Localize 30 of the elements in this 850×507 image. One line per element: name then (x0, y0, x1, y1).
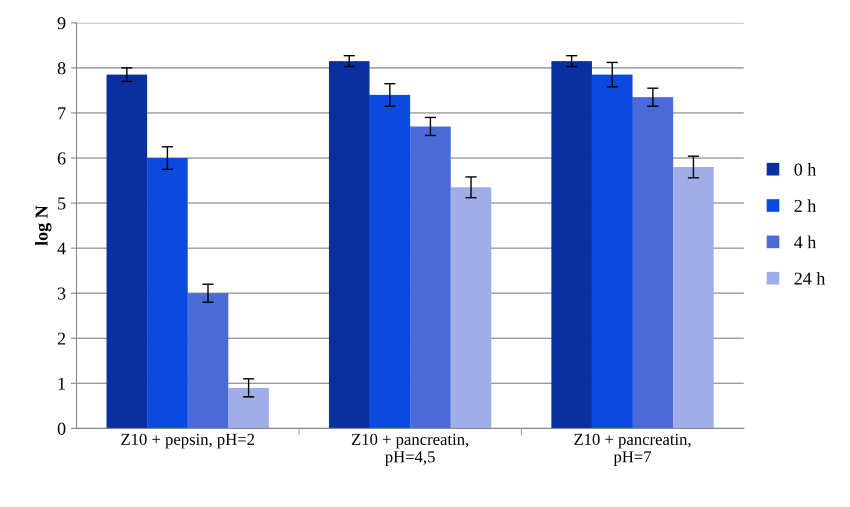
bar (188, 293, 228, 428)
y-tick-label: 8 (58, 62, 66, 74)
legend-label: 0 h (794, 162, 816, 176)
y-tick-label: 9 (58, 17, 66, 30)
x-tick-label: Z10 + pancreatin, pH=4,5 (352, 434, 468, 466)
y-tick-label: 4 (57, 242, 66, 254)
y-tick-label: 7 (58, 107, 66, 120)
y-tick-label: 2 (58, 332, 66, 345)
y-tick-label: 5 (58, 198, 66, 210)
bar (370, 94, 410, 428)
legend-label: 24 h (794, 272, 826, 285)
y-axis-title: log N (34, 206, 52, 246)
bar (673, 167, 714, 428)
legend-label: 2 h (794, 199, 816, 212)
bar (410, 126, 451, 428)
bar (632, 97, 674, 428)
y-tick-label: 3 (58, 288, 66, 300)
legend-label: 4 h (794, 236, 816, 248)
bar (228, 388, 269, 428)
bar (551, 61, 592, 428)
y-tick-label: 0 (58, 422, 66, 435)
bar (147, 158, 188, 428)
y-tick-label: 6 (58, 152, 66, 164)
x-tick-label: Z10 + pancreatin, pH=7 (574, 434, 691, 466)
bar (450, 187, 492, 428)
bar (106, 74, 148, 428)
x-tick-label: Z10 + pepsin, pH=2 (121, 434, 254, 448)
y-tick-label: 1 (58, 378, 65, 390)
bar (592, 74, 633, 428)
bar (328, 61, 370, 428)
